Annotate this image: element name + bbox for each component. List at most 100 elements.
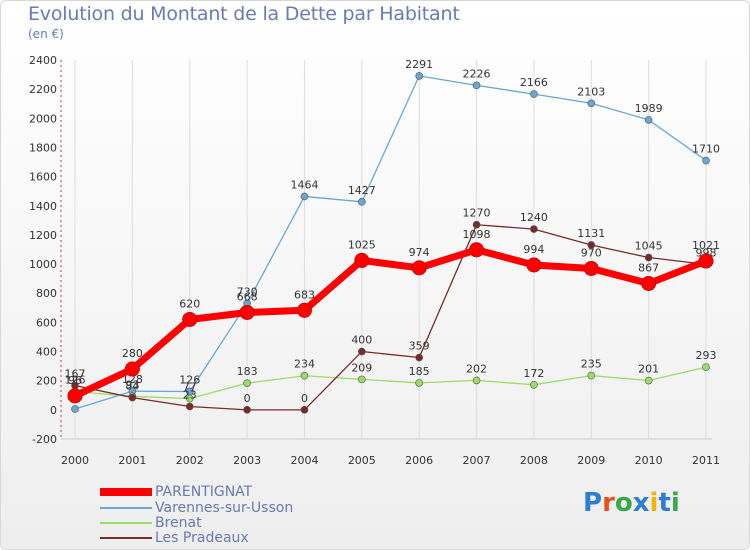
data-point — [472, 220, 481, 229]
data-point — [296, 302, 312, 318]
data-label: 0 — [301, 392, 308, 405]
data-label: 1025 — [348, 238, 376, 251]
data-label: 1045 — [635, 240, 663, 253]
data-label: 185 — [409, 365, 430, 378]
data-label: 172 — [523, 367, 544, 380]
data-point — [698, 253, 714, 269]
x-tick-label: 2007 — [463, 454, 491, 467]
x-tick-label: 2011 — [692, 454, 720, 467]
data-point — [469, 242, 485, 258]
y-tick-label: 1600 — [29, 171, 57, 184]
data-label: 2166 — [520, 76, 548, 89]
data-point — [702, 156, 710, 165]
data-point — [182, 311, 198, 327]
data-label: 1427 — [348, 184, 376, 197]
data-point — [185, 402, 194, 411]
data-point — [239, 304, 255, 320]
legend-swatch — [100, 537, 152, 539]
data-label: 1270 — [463, 207, 491, 220]
data-point — [472, 376, 481, 385]
data-point — [644, 376, 653, 385]
data-point — [358, 198, 366, 206]
data-point — [300, 192, 309, 201]
y-tick-label: 800 — [36, 287, 57, 300]
data-point — [358, 375, 366, 384]
x-tick-label: 2003 — [233, 454, 261, 467]
data-label: 1989 — [635, 102, 663, 115]
series-line-varennes-sur-usson — [74, 75, 707, 410]
legend-label: PARENTIGNAT — [155, 484, 253, 500]
data-label: 683 — [294, 288, 315, 301]
data-label: 126 — [179, 373, 200, 386]
data-point — [300, 406, 309, 414]
x-tick-label: 2010 — [635, 454, 663, 467]
legend-item-varennes-sur-usson[interactable]: Varennes-sur-Usson — [100, 500, 360, 518]
data-label: 235 — [581, 358, 602, 371]
data-label: 128 — [122, 373, 143, 386]
data-point — [243, 379, 251, 387]
data-point — [243, 406, 251, 414]
data-label: 970 — [581, 246, 602, 259]
data-point — [526, 257, 542, 273]
data-label: 1240 — [520, 211, 548, 224]
data-label: 126 — [65, 373, 86, 386]
legend-item-parentignat[interactable]: PARENTIGNAT — [100, 484, 360, 502]
data-label: 1098 — [463, 228, 491, 241]
legend-swatch — [100, 488, 152, 496]
y-tick-label: 1200 — [29, 229, 57, 242]
data-point — [583, 260, 599, 276]
x-tick-label: 2000 — [61, 454, 89, 467]
legend-item-brenat[interactable]: Brenat — [100, 515, 360, 533]
data-label: 730 — [237, 285, 258, 298]
y-tick-label: 400 — [36, 346, 57, 359]
x-tick-label: 2006 — [405, 454, 433, 467]
data-point — [644, 116, 653, 124]
data-label: 1464 — [290, 178, 318, 191]
data-label: 77 — [183, 381, 197, 394]
data-point — [411, 260, 427, 276]
data-point — [587, 99, 596, 108]
data-label: 167 — [65, 368, 86, 381]
chart-title: Evolution du Montant de la Dette par Hab… — [28, 3, 460, 25]
y-tick-label: -200 — [32, 433, 57, 446]
data-label: 359 — [409, 340, 430, 353]
y-tick-label: 1800 — [29, 141, 57, 154]
data-label: 1021 — [692, 239, 720, 252]
data-point — [358, 347, 366, 356]
data-point — [530, 380, 538, 389]
data-point — [644, 253, 653, 262]
y-tick-label: 2200 — [29, 83, 57, 96]
x-tick-label: 2009 — [577, 454, 605, 467]
legend-swatch — [100, 507, 152, 509]
data-label: 1131 — [577, 227, 605, 240]
y-tick-label: 600 — [36, 316, 57, 329]
series-line-les-pradeaux — [74, 224, 707, 411]
data-label: 202 — [466, 362, 487, 375]
legend-item-les-pradeaux[interactable]: Les Pradeaux — [100, 530, 360, 548]
data-label: 93 — [125, 378, 139, 391]
y-tick-label: 1400 — [29, 200, 57, 213]
data-label: 1710 — [692, 143, 720, 156]
legend-label: Brenat — [155, 515, 202, 531]
x-tick-label: 2008 — [520, 454, 548, 467]
data-point — [300, 371, 309, 380]
y-tick-label: 2400 — [29, 54, 57, 67]
data-label: 620 — [179, 297, 200, 310]
data-point — [641, 275, 657, 291]
data-label: 280 — [122, 347, 143, 360]
data-point — [530, 90, 538, 98]
data-point — [67, 388, 83, 404]
data-label: 400 — [351, 334, 372, 347]
data-point — [354, 252, 370, 268]
data-point — [124, 361, 140, 377]
x-tick-label: 2004 — [290, 454, 318, 467]
data-point — [185, 394, 194, 403]
y-tick-label: 0 — [50, 404, 57, 417]
data-label: 84 — [125, 380, 139, 393]
legend-label: Les Pradeaux — [155, 530, 249, 546]
data-label: 293 — [696, 349, 717, 362]
data-label: 867 — [638, 261, 659, 274]
data-label: 668 — [237, 290, 258, 303]
data-label: 209 — [351, 361, 372, 374]
data-label: 2226 — [463, 67, 491, 80]
